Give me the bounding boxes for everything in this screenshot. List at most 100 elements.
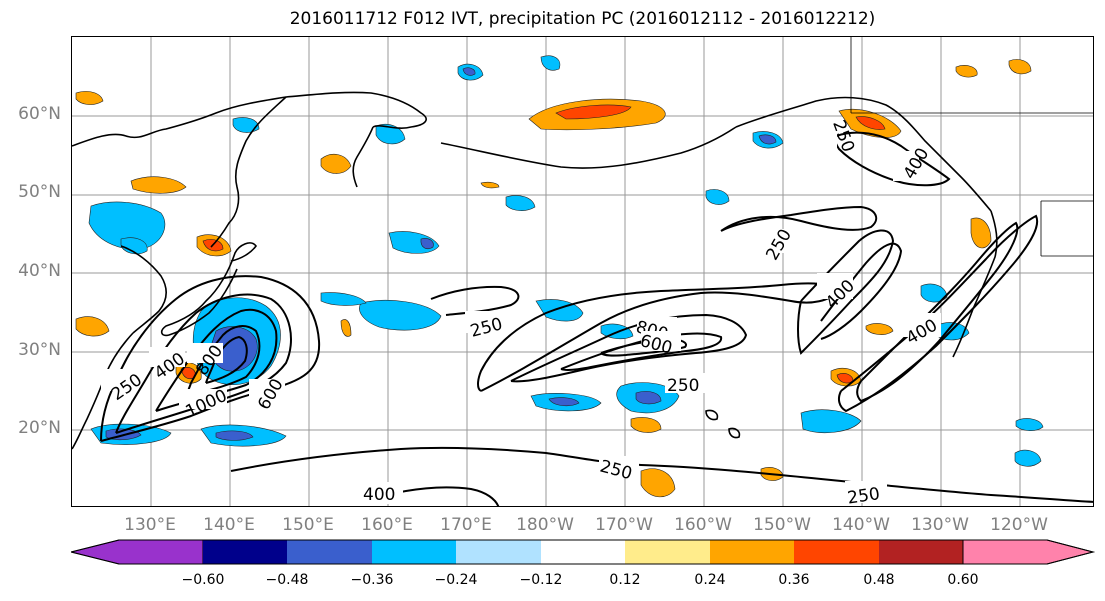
contour-label: 250 xyxy=(667,376,699,396)
lon-label: 130°W xyxy=(911,515,969,535)
colorbar-tick-label: −0.36 xyxy=(350,572,394,588)
colorbar-bin xyxy=(287,540,372,564)
precip-blob xyxy=(855,116,886,130)
precip-blob xyxy=(232,117,260,133)
colorbar-bin xyxy=(625,540,710,564)
lon-label: 180°W xyxy=(516,515,574,535)
lon-label: 170°W xyxy=(595,515,653,535)
colorbar-bin xyxy=(372,540,456,564)
precip-blob xyxy=(75,91,104,105)
precip-blob xyxy=(955,65,978,78)
colorbar-tick-label: −0.12 xyxy=(519,572,563,588)
precip-blob xyxy=(800,409,862,434)
colorbar-tick-label: 0.48 xyxy=(863,572,895,588)
coastlines xyxy=(72,91,998,450)
lon-label: 140°W xyxy=(832,515,890,535)
precip-blob xyxy=(1008,59,1032,75)
map-canvas: 250 400 800 1000 600 250 800 600 250 250… xyxy=(72,37,1093,507)
ivt-contour-600-asia xyxy=(155,308,278,412)
borders xyxy=(850,37,1093,257)
ivt-contour-800-asia xyxy=(185,325,261,397)
colorbar-tick-label: −0.48 xyxy=(265,572,309,588)
colorbar-tick-label: 0.12 xyxy=(609,572,641,588)
precip-blob xyxy=(1015,418,1044,431)
lon-label: 140°E xyxy=(203,515,255,535)
precip-blob xyxy=(505,195,536,211)
colorbar-bin xyxy=(710,540,794,564)
hawaii-island xyxy=(728,427,741,439)
colorbar-tick-label: 0.60 xyxy=(947,572,979,588)
colorbar-min-extend xyxy=(71,539,204,565)
precip-blob xyxy=(758,134,777,145)
ivt-contour-1000-asia xyxy=(205,335,248,384)
precip-blob xyxy=(548,397,580,407)
contour-label: 250 xyxy=(846,484,881,507)
precip-blob xyxy=(359,300,442,331)
ivt-contour-400-central xyxy=(510,313,748,383)
precip-blob xyxy=(320,292,367,306)
precip-blob xyxy=(88,201,166,250)
lon-label: 170°E xyxy=(440,515,492,535)
lat-label: 30°N xyxy=(18,340,61,360)
precip-blob xyxy=(970,217,992,249)
ivt-contour-250-asia xyxy=(100,275,321,442)
colorbar-bin xyxy=(541,540,625,564)
colorbar xyxy=(71,539,1095,565)
japan-coast xyxy=(160,242,257,337)
lon-label: 150°W xyxy=(753,515,811,535)
ivt-contour-250-south2 xyxy=(430,285,520,316)
precip-blob xyxy=(920,283,948,303)
lat-label: 50°N xyxy=(18,182,61,202)
precip-blob xyxy=(420,238,434,250)
precip-blob xyxy=(705,189,730,205)
lon-label: 160°E xyxy=(361,515,413,535)
colorbar-bin xyxy=(456,540,541,564)
precip-blob xyxy=(1014,449,1042,467)
precip-blob xyxy=(555,104,632,120)
precip-blob xyxy=(462,67,476,76)
precip-blob xyxy=(75,316,110,337)
precip-blob xyxy=(640,468,676,498)
lon-label: 150°E xyxy=(282,515,334,535)
kamchatka-coast xyxy=(352,126,374,188)
precip-blob xyxy=(630,417,662,433)
korea-coast xyxy=(120,245,167,334)
colorbar-tick-label: 0.24 xyxy=(694,572,726,588)
asia-coast xyxy=(72,91,427,147)
china-coast xyxy=(72,332,134,450)
lat-label: 20°N xyxy=(18,418,61,438)
precip-blob xyxy=(130,176,187,194)
colorbar-bin xyxy=(203,540,287,564)
map-title: 2016011712 F012 IVT, precipitation PC (2… xyxy=(289,9,876,29)
precip-blob xyxy=(320,153,352,174)
ivt-contour-250-gulf xyxy=(834,131,951,187)
colorbar-tick-label: 0.36 xyxy=(778,572,810,588)
colorbar-bin xyxy=(794,540,879,564)
lat-label: 60°N xyxy=(18,104,61,124)
precip-blob xyxy=(540,55,561,71)
colorbar-tick-label: −0.24 xyxy=(434,572,478,588)
ivt-contour-400-ne xyxy=(797,229,895,355)
hawaii xyxy=(705,409,719,421)
precip-blob xyxy=(375,123,406,145)
precip-positive-shading xyxy=(75,59,1032,498)
precip-blob xyxy=(635,391,662,405)
lat-label: 40°N xyxy=(18,261,61,281)
na-west-coast xyxy=(952,210,998,358)
map-panel: 250 400 800 1000 600 250 800 600 250 250… xyxy=(71,36,1094,507)
precip-blob xyxy=(215,430,254,441)
colorbar-max-extend xyxy=(962,539,1095,565)
ivt-contour-400-south xyxy=(380,486,500,506)
colorbar-tick-label: −0.60 xyxy=(181,572,225,588)
ivt-contour-250-south xyxy=(230,446,1093,503)
lon-label: 120°W xyxy=(990,515,1048,535)
okhotsk-coast xyxy=(210,96,287,248)
alaska-coast xyxy=(735,96,992,212)
lon-label: 130°E xyxy=(124,515,176,535)
colorbar-bin xyxy=(879,540,963,564)
precip-blob xyxy=(340,319,352,337)
aleutian-chain xyxy=(440,126,737,169)
lon-label: 160°W xyxy=(674,515,732,535)
precip-blob xyxy=(120,237,148,255)
precip-blob xyxy=(865,323,894,335)
